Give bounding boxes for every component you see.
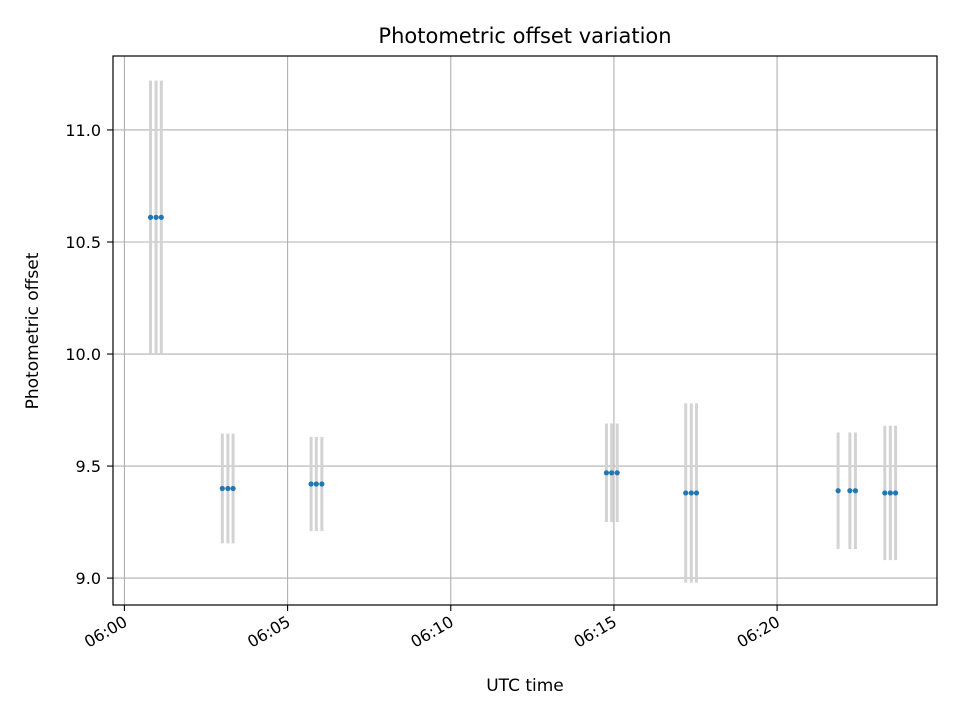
y-tick-label: 10.5 [65,233,101,252]
data-point [683,490,689,496]
data-point [158,214,164,220]
data-point [308,481,314,487]
y-tick-label: 10.0 [65,345,101,364]
data-point [688,490,694,496]
y-axis: 9.0 9.5 10.0 10.5 11.0 [65,121,113,588]
y-axis-label: Photometric offset [23,252,43,409]
y-tick-label: 11.0 [65,121,101,140]
data-point [614,470,620,476]
x-axis-label: UTC time [486,676,564,696]
data-point [847,488,853,494]
data-point [852,488,859,494]
data-point [603,470,610,476]
data-point [882,490,888,496]
data-point [225,485,231,492]
data-point [887,490,893,496]
data-point [219,485,225,492]
data-point [313,481,319,487]
grid [113,56,937,605]
data-point [609,470,615,476]
data-point [319,481,325,487]
chart-title: Photometric offset variation [378,24,671,48]
data-point [230,485,236,492]
y-tick-label: 9.0 [76,569,101,588]
plot-frame [112,55,938,606]
data-point [892,490,899,496]
data-point [147,214,154,220]
data-points [147,214,899,496]
y-tick-label: 9.5 [76,457,101,476]
data-point [693,490,700,496]
data-point [835,488,841,494]
data-point [153,214,159,220]
